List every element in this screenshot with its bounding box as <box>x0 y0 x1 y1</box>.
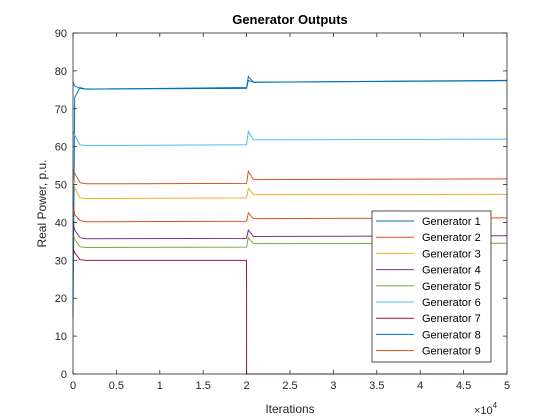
x-tick-label: 2.5 <box>282 380 297 392</box>
y-tick-label: 30 <box>55 255 67 267</box>
legend-box <box>371 210 492 363</box>
y-tick-label: 60 <box>55 142 67 154</box>
legend-label-1: Generator 1 <box>422 216 481 228</box>
x-tick-label: 2 <box>244 380 250 392</box>
y-tick-label: 90 <box>55 28 67 40</box>
legend-label-8: Generator 8 <box>422 329 481 341</box>
legend-label-9: Generator 9 <box>422 346 481 358</box>
x-multiplier-base: ×10 <box>474 405 493 417</box>
series-line-8 <box>72 79 508 90</box>
x-tick-label: 3 <box>330 380 336 392</box>
y-tick-label: 80 <box>55 66 67 78</box>
x-tick-label: 3.5 <box>369 380 384 392</box>
y-tick-label: 20 <box>55 293 67 305</box>
x-tick-label: 5 <box>504 380 510 392</box>
series-layer <box>72 75 508 375</box>
series-line-4 <box>72 222 508 240</box>
legend-label-4: Generator 4 <box>422 265 481 277</box>
legend-label-7: Generator 7 <box>422 313 481 325</box>
series-line-9 <box>72 169 508 185</box>
x-tick-label: 0 <box>70 380 76 392</box>
x-tick-label: 1.5 <box>196 380 211 392</box>
y-tick-label: 10 <box>55 331 67 343</box>
series-line-2 <box>72 203 508 223</box>
y-tick-label: 70 <box>55 104 67 116</box>
y-axis-label: Real Power, p.u. <box>35 159 49 247</box>
y-tick-label: 40 <box>55 217 67 229</box>
x-tick-label: 4 <box>417 380 423 392</box>
x-tick-label: 4.5 <box>456 380 471 392</box>
series-line-3 <box>72 176 508 200</box>
x-tick-label: 1 <box>157 380 163 392</box>
legend-label-2: Generator 2 <box>422 232 481 244</box>
legend-label-3: Generator 3 <box>422 248 481 260</box>
series-line-6 <box>72 130 508 147</box>
legend-items: Generator 1 Generator 2 Generator 3 Generat… <box>376 216 481 358</box>
legend-label-5: Generator 5 <box>422 281 481 293</box>
series-line-5 <box>72 233 508 248</box>
y-tick-label: 50 <box>55 180 67 192</box>
x-tick-label: 0.5 <box>109 380 124 392</box>
legend: Generator 1 Generator 2 Generator 3 Generat… <box>371 210 492 363</box>
x-multiplier-exponent: 4 <box>493 401 498 410</box>
x-axis-label: Iterations <box>265 402 314 416</box>
y-tick-label: 0 <box>61 369 67 381</box>
legend-label-6: Generator 6 <box>422 297 481 309</box>
x-axis-multiplier: ×104 <box>474 401 498 417</box>
chart-title: Generator Outputs <box>232 12 348 27</box>
